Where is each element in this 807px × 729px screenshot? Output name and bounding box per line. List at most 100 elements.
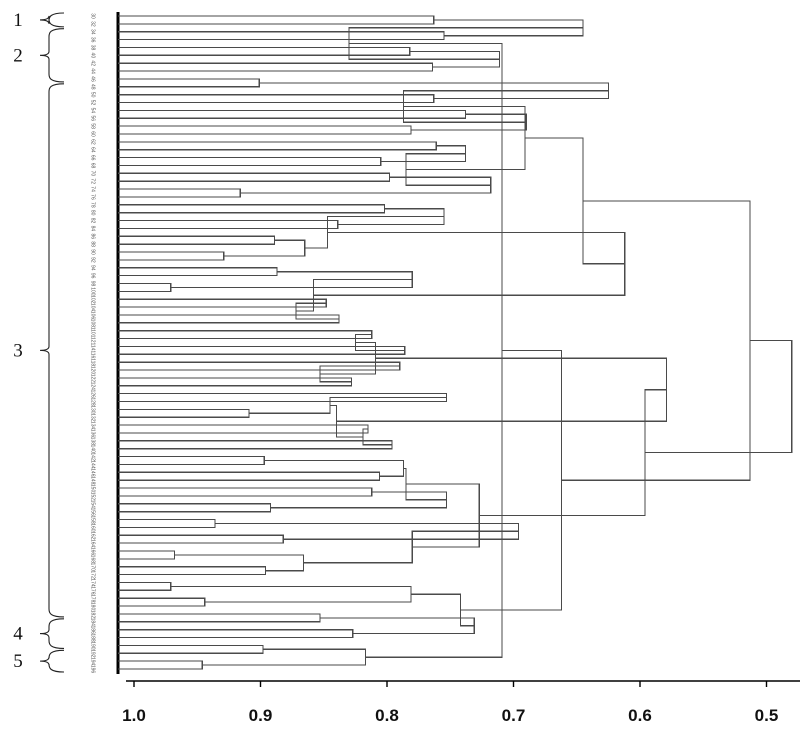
leaf-label: 182 [90, 610, 96, 619]
leaf-label: 162 [90, 531, 96, 540]
leaf-label: 94 [90, 265, 96, 271]
leaf-label: 166 [90, 547, 96, 556]
x-tick-label: 1.0 [122, 706, 146, 725]
leaf-label: 60 [90, 131, 96, 137]
group-bracket [39, 28, 65, 83]
dendrogram-link [134, 613, 321, 623]
dendrogram-link [645, 339, 793, 454]
leaf-label: 62 [90, 139, 96, 145]
dendrogram-link [134, 172, 391, 182]
dendrogram-link [134, 471, 381, 481]
dendrogram-link [313, 231, 626, 296]
dendrogram-link [134, 62, 434, 72]
leaf-label: 86 [90, 234, 96, 240]
dendrogram-link [134, 629, 354, 639]
leaf-label: 188 [90, 633, 96, 642]
leaf-label: 110 [90, 327, 96, 335]
leaf-label: 144 [90, 460, 96, 469]
leaf-label: 150 [90, 484, 96, 493]
x-tick-label: 0.8 [375, 706, 399, 725]
dendrogram-link [134, 487, 373, 497]
leaf-label: 140 [90, 445, 96, 454]
group-bracket [39, 12, 65, 28]
leaf-label: 180 [90, 602, 96, 611]
dendrogram-link [134, 660, 203, 670]
dendrogram-link [134, 534, 284, 544]
leaf-label: 56 [90, 115, 96, 121]
dendrogram-link [134, 408, 250, 418]
leaf-label: 44 [90, 68, 96, 74]
dendrogram-link [134, 424, 369, 434]
dendrogram-link [134, 550, 176, 560]
dendrogram-link [336, 357, 668, 422]
leaf-label: 98 [90, 281, 96, 287]
leaf-label: 50 [90, 92, 96, 98]
leaf-label: 196 [90, 665, 96, 674]
leaf-label: 88 [90, 241, 96, 247]
leaf-label: 52 [90, 100, 96, 106]
group-label: 3 [13, 340, 23, 361]
leaf-label: 106 [90, 311, 96, 320]
dendrogram-link [134, 157, 382, 167]
leaf-label: 132 [90, 413, 96, 422]
x-tick-label: 0.6 [628, 706, 652, 725]
dendrogram-link [202, 648, 367, 666]
dendrogram-link [303, 530, 519, 564]
dendrogram-link [479, 389, 667, 517]
leaf-label: 78 [90, 202, 96, 208]
dendrogram-link [134, 330, 373, 340]
leaf-label: 186 [90, 625, 96, 634]
leaf-label: 58 [90, 123, 96, 129]
leaf-label: 92 [90, 257, 96, 263]
leaf-label: 112 [90, 335, 96, 343]
dendrogram-link [134, 251, 225, 261]
leaf-label: 102 [90, 295, 96, 304]
leaf-label: 184 [90, 618, 96, 627]
leaf-label: 96 [90, 273, 96, 279]
x-axis: 1.0 0.9 0.8 0.7 0.6 0.5 [122, 680, 800, 725]
leaf-label: 82 [90, 218, 96, 224]
leaf-label: 178 [90, 594, 96, 603]
dendrogram-link [405, 483, 480, 548]
leaf-label: 154 [90, 500, 96, 509]
dendrogram-link [174, 554, 305, 572]
dendrogram-link [264, 459, 405, 477]
leaf-label: 148 [90, 476, 96, 485]
leaf-label: 42 [90, 60, 96, 66]
leaf-label: 66 [90, 155, 96, 161]
leaf-label: 130 [90, 405, 96, 414]
dendrogram-link [134, 455, 265, 466]
leaf-label: 158 [90, 515, 96, 524]
dendrogram-tree [134, 15, 793, 670]
leaf-label: 74 [90, 186, 96, 192]
leaf-label: 36 [90, 37, 96, 43]
leaf-label: 126 [90, 389, 96, 398]
dendrogram-link [134, 644, 264, 654]
leaf-label: 194 [90, 657, 96, 666]
leaf-label: 38 [90, 45, 96, 51]
dendrogram-link [170, 585, 412, 603]
leaf-label: 104 [90, 303, 96, 312]
leaf-label: 172 [90, 570, 96, 579]
dendrogram-link [134, 78, 260, 88]
dendrogram-link [134, 518, 216, 528]
leaf-label: 48 [90, 84, 96, 90]
leaf-label: 176 [90, 586, 96, 595]
dendrogram-link [460, 349, 563, 611]
dendrogram-link [134, 581, 172, 591]
leaf-label: 142 [90, 452, 96, 461]
leaf-axis [116, 12, 134, 674]
leaf-label: 80 [90, 210, 96, 216]
group-bracket [39, 618, 65, 649]
dendrogram-link [134, 503, 272, 513]
dendrogram-link [134, 204, 386, 214]
leaf-label: 124 [90, 382, 96, 391]
dendrogram-link [319, 341, 377, 375]
leaf-label: 156 [90, 507, 96, 516]
dendrogram-link [134, 109, 467, 119]
dendrogram-link [134, 31, 445, 41]
leaf-label: 30 [90, 13, 96, 19]
leaf-label: 64 [90, 147, 96, 153]
dendrogram-link [134, 141, 437, 151]
